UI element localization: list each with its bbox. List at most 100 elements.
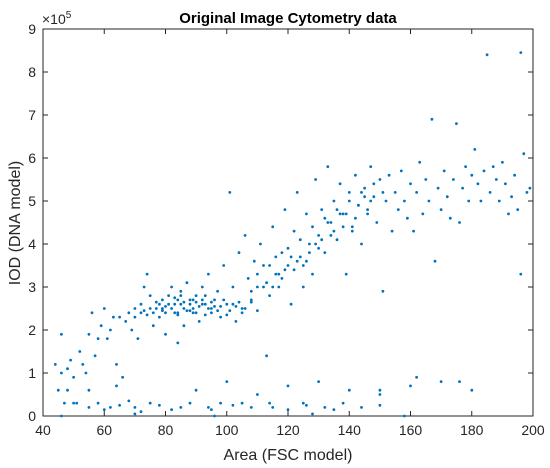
data-point bbox=[516, 208, 520, 212]
data-point bbox=[320, 208, 324, 212]
data-point bbox=[317, 246, 320, 250]
data-point bbox=[173, 302, 177, 306]
data-point bbox=[176, 311, 180, 315]
data-point bbox=[200, 302, 204, 306]
data-point bbox=[115, 363, 118, 366]
data-point bbox=[124, 320, 128, 323]
data-point bbox=[188, 298, 192, 302]
data-point bbox=[231, 403, 235, 407]
data-point bbox=[458, 221, 461, 224]
data-point bbox=[96, 337, 100, 340]
data-point bbox=[225, 302, 229, 306]
data-point bbox=[283, 208, 287, 212]
data-point bbox=[476, 182, 480, 186]
x-axis-ticks: 40 60 80 100 120 140 160 180 200 bbox=[35, 29, 545, 438]
data-point bbox=[87, 388, 91, 392]
data-point bbox=[369, 199, 373, 203]
data-point bbox=[148, 307, 152, 310]
data-point bbox=[102, 307, 106, 310]
data-point bbox=[53, 363, 57, 366]
data-point bbox=[335, 208, 339, 212]
data-point bbox=[311, 412, 314, 416]
data-point bbox=[268, 264, 271, 267]
data-point bbox=[109, 328, 112, 332]
data-point bbox=[161, 298, 164, 302]
data-point bbox=[262, 285, 265, 289]
data-point bbox=[210, 311, 213, 315]
data-point bbox=[332, 229, 336, 233]
data-point bbox=[350, 225, 354, 229]
data-point bbox=[237, 300, 241, 304]
y-axis-label: IOD (DNA model) bbox=[7, 161, 24, 285]
data-point bbox=[415, 375, 418, 379]
data-point bbox=[179, 294, 183, 297]
data-point bbox=[430, 117, 434, 121]
data-point bbox=[461, 186, 464, 190]
data-point bbox=[200, 298, 204, 302]
data-point bbox=[363, 186, 366, 190]
data-point bbox=[182, 307, 186, 310]
data-point bbox=[133, 406, 137, 409]
data-point bbox=[213, 298, 216, 302]
y-axis-exponent-value: 5 bbox=[66, 10, 72, 21]
data-point bbox=[265, 281, 268, 285]
data-point bbox=[274, 272, 278, 276]
data-point bbox=[277, 272, 281, 276]
data-point bbox=[213, 305, 216, 308]
data-point bbox=[225, 380, 229, 383]
data-point bbox=[323, 406, 327, 409]
data-point bbox=[66, 367, 69, 371]
data-point bbox=[525, 191, 529, 194]
data-point bbox=[194, 300, 198, 304]
data-point bbox=[390, 229, 394, 233]
data-point bbox=[216, 309, 220, 312]
data-point bbox=[470, 173, 474, 177]
data-point bbox=[289, 255, 293, 259]
data-point bbox=[347, 388, 351, 392]
data-point bbox=[127, 399, 131, 403]
data-point bbox=[167, 302, 171, 306]
data-point bbox=[256, 393, 259, 396]
data-point bbox=[265, 354, 268, 358]
data-point bbox=[96, 401, 100, 405]
data-point bbox=[225, 313, 229, 317]
data-point bbox=[210, 300, 213, 304]
data-point bbox=[314, 242, 317, 246]
data-point bbox=[182, 324, 186, 328]
data-point bbox=[191, 298, 195, 302]
data-point bbox=[164, 332, 167, 336]
data-point bbox=[191, 307, 195, 310]
data-point bbox=[332, 199, 336, 203]
data-point bbox=[360, 191, 363, 194]
data-point bbox=[347, 199, 351, 203]
data-point bbox=[298, 255, 302, 259]
data-point bbox=[246, 277, 250, 280]
data-point bbox=[305, 259, 308, 263]
data-point bbox=[329, 221, 333, 224]
x-tick-label: 140 bbox=[338, 422, 362, 438]
data-point bbox=[87, 406, 91, 409]
data-point bbox=[283, 268, 287, 272]
data-point bbox=[203, 313, 207, 317]
data-point bbox=[203, 294, 207, 297]
data-point bbox=[207, 307, 210, 310]
x-tick-label: 180 bbox=[460, 422, 484, 438]
y-tick-label: 4 bbox=[28, 236, 36, 252]
data-point bbox=[387, 173, 391, 177]
data-point bbox=[133, 412, 137, 416]
data-point bbox=[317, 380, 320, 383]
data-point bbox=[228, 191, 232, 194]
data-point bbox=[158, 315, 161, 319]
data-point bbox=[256, 285, 259, 289]
data-point bbox=[200, 285, 204, 289]
data-point bbox=[271, 406, 275, 409]
data-point bbox=[439, 208, 443, 212]
data-point bbox=[464, 165, 467, 169]
data-point bbox=[384, 199, 388, 203]
data-point bbox=[109, 406, 112, 409]
data-point bbox=[148, 294, 152, 297]
data-point bbox=[366, 212, 369, 216]
data-point bbox=[335, 238, 339, 242]
data-point bbox=[378, 403, 382, 407]
data-point bbox=[256, 272, 259, 276]
